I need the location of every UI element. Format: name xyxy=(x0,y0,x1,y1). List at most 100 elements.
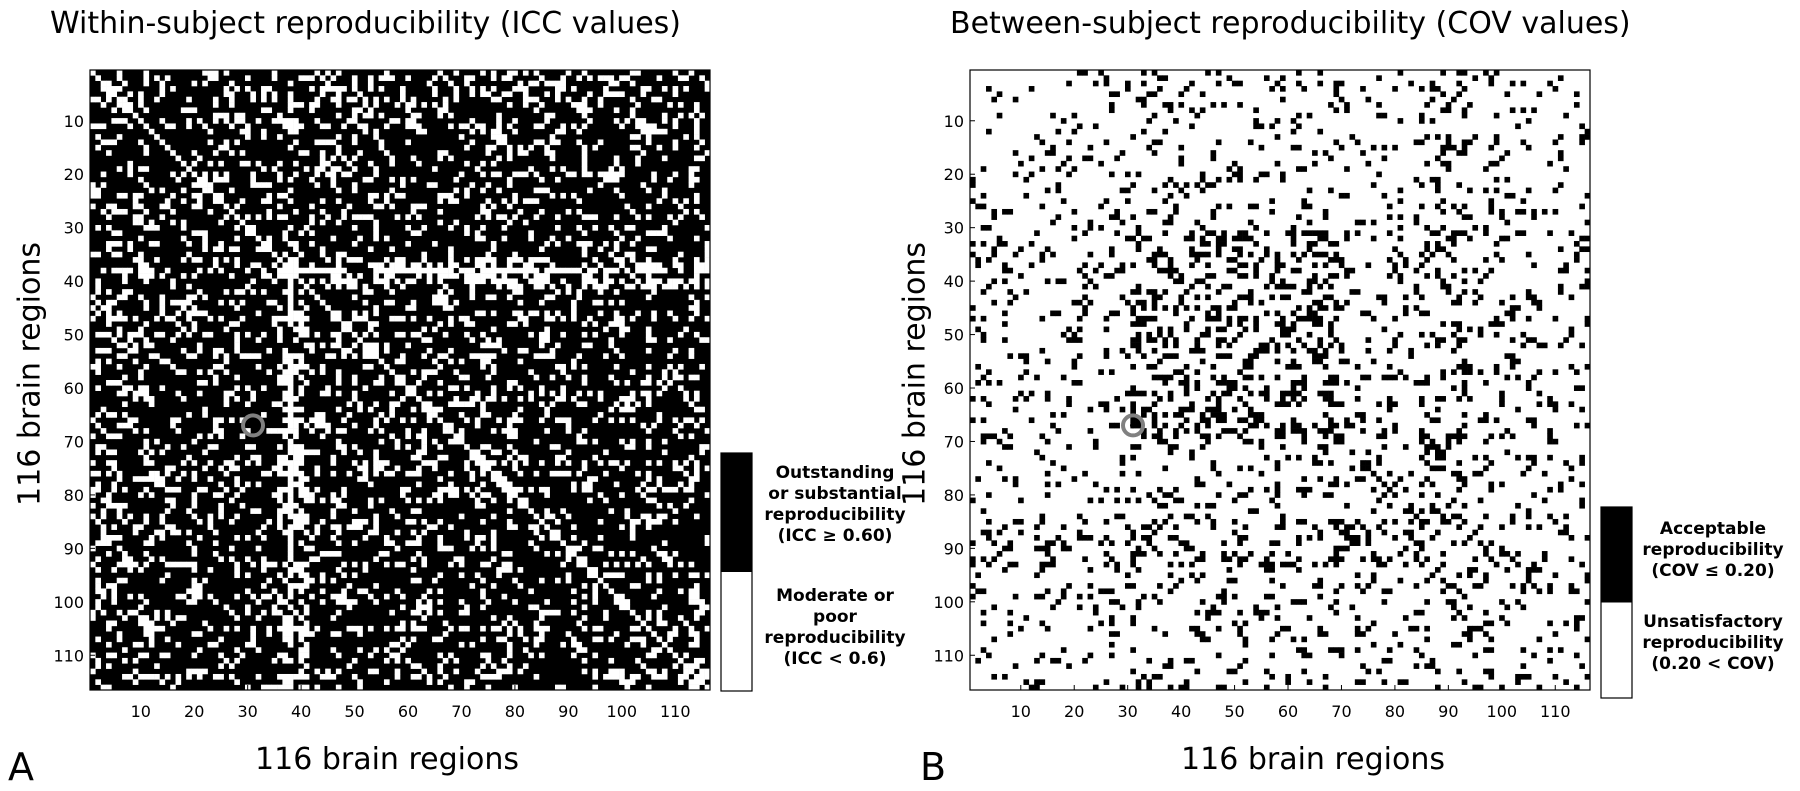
heatmap-cell xyxy=(1162,353,1169,359)
heatmap-cell xyxy=(100,444,107,450)
heatmap-cell xyxy=(522,497,529,504)
heatmap-cell xyxy=(164,615,171,621)
heatmap-cell xyxy=(485,652,492,659)
heatmap-cell xyxy=(143,396,150,402)
heatmap-cell xyxy=(138,476,144,482)
heatmap-cell xyxy=(1151,315,1158,322)
heatmap-cell xyxy=(1312,460,1318,466)
heatmap-cell xyxy=(389,75,395,81)
heatmap-cell xyxy=(261,241,267,247)
heatmap-cell xyxy=(512,86,518,92)
heatmap-cell xyxy=(587,107,593,114)
heatmap-cell xyxy=(196,198,203,204)
heatmap-cell xyxy=(1082,310,1088,317)
heatmap-cell xyxy=(1285,342,1291,349)
heatmap-cell xyxy=(506,75,513,81)
heatmap-cell xyxy=(1365,160,1372,167)
heatmap-cell xyxy=(1002,208,1008,215)
heatmap-cell xyxy=(1290,428,1297,434)
heatmap-cell xyxy=(693,257,700,263)
heatmap-cell xyxy=(1205,262,1211,269)
heatmap-cell xyxy=(378,144,385,151)
heatmap-cell xyxy=(261,524,267,530)
heatmap-cell xyxy=(287,412,294,418)
heatmap-cell xyxy=(180,171,187,178)
heatmap-cell xyxy=(330,176,337,183)
heatmap-cell xyxy=(442,294,449,301)
heatmap-cell xyxy=(538,331,545,338)
heatmap-cell xyxy=(661,673,668,680)
heatmap-cell xyxy=(629,107,636,114)
heatmap-cell xyxy=(373,166,379,172)
heatmap-cell xyxy=(1525,118,1532,124)
heatmap-cell xyxy=(202,246,208,253)
heatmap-cell xyxy=(1381,299,1388,306)
heatmap-cell xyxy=(1333,273,1340,279)
heatmap-cell xyxy=(635,214,641,220)
heatmap-cell xyxy=(106,620,112,627)
heatmap-cell xyxy=(506,385,513,391)
heatmap-cell xyxy=(672,663,679,669)
heatmap-cell xyxy=(442,75,449,81)
heatmap-cell xyxy=(448,428,454,434)
y-axis-label-a: 116 brain regions xyxy=(12,242,48,506)
heatmap-cell xyxy=(581,465,588,472)
heatmap-cell xyxy=(1301,315,1308,322)
heatmap-cell xyxy=(186,96,192,103)
heatmap-cell xyxy=(1424,225,1430,231)
heatmap-cell xyxy=(464,401,470,408)
heatmap-cell xyxy=(1162,102,1169,108)
heatmap-cell xyxy=(410,118,417,124)
heatmap-cell xyxy=(1312,230,1318,236)
heatmap-cell xyxy=(335,684,342,691)
heatmap-cell xyxy=(506,294,513,301)
heatmap-cell xyxy=(261,273,267,279)
heatmap-cell xyxy=(293,470,299,477)
heatmap-cell xyxy=(1493,112,1500,119)
heatmap-cell xyxy=(608,176,615,183)
heatmap-cell xyxy=(576,470,583,477)
heatmap-cell xyxy=(191,305,198,311)
heatmap-cell xyxy=(138,214,144,220)
heatmap-cell xyxy=(442,631,449,637)
heatmap-cell xyxy=(549,535,556,541)
heatmap-cell xyxy=(143,123,150,130)
heatmap-cell xyxy=(544,353,550,359)
heatmap-cell xyxy=(282,380,289,386)
heatmap-cell xyxy=(1301,342,1308,349)
heatmap-cell xyxy=(544,551,550,557)
heatmap-cell xyxy=(287,567,294,573)
heatmap-cell xyxy=(90,70,96,76)
heatmap-cell xyxy=(1333,257,1340,263)
heatmap-cell xyxy=(303,663,310,669)
heatmap-cell xyxy=(138,374,144,381)
heatmap-cell xyxy=(1354,385,1361,391)
heatmap-cell xyxy=(1253,417,1259,424)
heatmap-cell xyxy=(143,342,150,349)
heatmap-cell xyxy=(319,278,326,285)
heatmap-cell xyxy=(1322,363,1329,370)
heatmap-cell xyxy=(576,198,583,204)
heatmap-cell xyxy=(1023,358,1030,365)
heatmap-cell xyxy=(303,652,310,659)
heatmap-cell xyxy=(1183,406,1190,413)
heatmap-cell xyxy=(186,673,192,680)
heatmap-cell xyxy=(330,551,337,557)
heatmap-cell xyxy=(138,139,144,146)
heatmap-cell xyxy=(1034,134,1040,140)
heatmap-cell xyxy=(394,192,401,199)
heatmap-cell xyxy=(245,230,251,236)
heatmap-cell xyxy=(410,102,417,108)
heatmap-cell xyxy=(314,70,321,76)
heatmap-cell xyxy=(1499,257,1505,263)
heatmap-cell xyxy=(1472,75,1479,81)
heatmap-cell xyxy=(122,385,128,391)
heatmap-cell xyxy=(1579,460,1585,466)
heatmap-cell xyxy=(373,235,379,242)
heatmap-cell xyxy=(560,684,566,691)
heatmap-cell xyxy=(111,118,118,124)
heatmap-cell xyxy=(1504,310,1511,317)
heatmap-cell xyxy=(282,396,289,402)
heatmap-cell xyxy=(544,406,550,413)
heatmap-cell xyxy=(148,187,155,194)
